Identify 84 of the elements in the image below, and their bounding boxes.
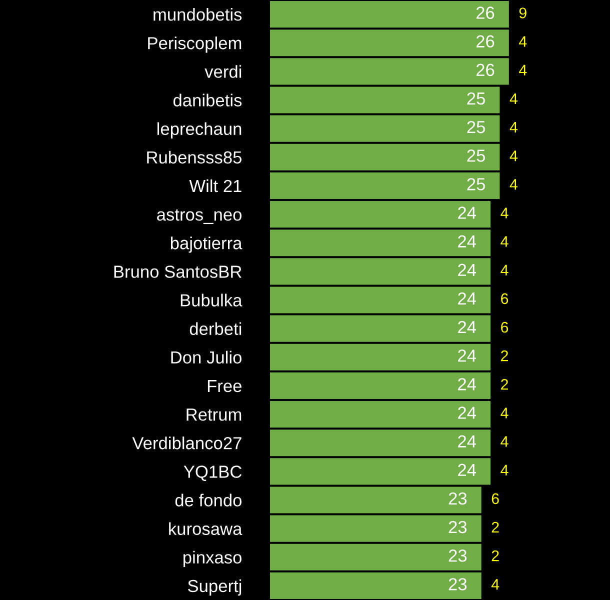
data-label: 24	[458, 292, 476, 304]
annotation: 4	[500, 236, 508, 247]
data-label: 25	[467, 178, 485, 190]
annotation: 6	[501, 322, 508, 333]
annotation: 2	[492, 550, 499, 562]
bar	[270, 486, 482, 514]
bar	[270, 315, 491, 342]
bar	[270, 515, 482, 542]
y-tick-label: verdi	[204, 65, 242, 78]
y-tick-label: Bubulka	[180, 294, 242, 306]
y-tick-label: bajotierra	[170, 236, 242, 253]
annotation: 2	[501, 350, 508, 362]
annotation: 4	[500, 208, 508, 218]
annotation: 4	[518, 36, 527, 47]
data-label: 24	[458, 378, 476, 390]
y-tick-label: de fondo	[175, 494, 242, 506]
bar	[270, 258, 491, 285]
annotation: 4	[510, 122, 518, 133]
y-tick-label: kurosawa	[169, 522, 242, 536]
y-tick-label: danibetis	[173, 94, 242, 106]
data-label: 25	[467, 92, 485, 105]
y-tick-label: YQ1BC	[184, 466, 242, 481]
bar	[270, 572, 482, 599]
annotation: 4	[500, 436, 508, 447]
bar	[270, 172, 500, 199]
data-label: 23	[448, 520, 467, 534]
y-tick-label: leprechaun	[157, 122, 242, 138]
y-tick-label: Supertj	[188, 579, 242, 596]
annotation: 4	[510, 179, 518, 190]
annotation: 4	[518, 64, 527, 76]
data-label: 26	[476, 35, 494, 48]
data-label: 23	[448, 492, 467, 505]
bar	[270, 30, 509, 56]
data-label: 26	[476, 6, 494, 19]
bar	[270, 230, 491, 256]
bar	[270, 144, 500, 170]
bar	[270, 401, 491, 428]
bar	[270, 372, 491, 399]
annotation: 2	[492, 522, 499, 533]
y-tick-label: Verdiblanco27	[132, 436, 242, 450]
data-label: 25	[467, 120, 485, 134]
bar	[270, 115, 500, 142]
y-tick-label: Retrum	[186, 408, 242, 421]
data-label: 24	[458, 235, 476, 248]
data-label: 26	[476, 64, 494, 76]
data-label: 24	[458, 264, 476, 276]
data-label: 24	[458, 350, 476, 362]
y-tick-label: astros_neo	[157, 209, 242, 224]
y-tick-label: mundobetis	[154, 8, 242, 21]
y-tick-label: Bruno SantosBR	[114, 266, 242, 278]
bar	[270, 458, 491, 485]
annotation: 9	[519, 8, 526, 18]
y-tick-label: Don Julio	[171, 350, 242, 364]
bar	[270, 344, 491, 370]
y-tick-label: Free	[208, 380, 242, 392]
data-label: 23	[448, 550, 467, 562]
data-label: 24	[458, 320, 476, 334]
data-label: 24	[458, 406, 476, 419]
y-tick-label: Periscoplem	[148, 36, 242, 53]
annotation: 4	[500, 264, 508, 276]
y-tick-label: Rubensss85	[147, 150, 242, 164]
annotation: 6	[501, 293, 508, 304]
annotation: 4	[491, 579, 500, 590]
bar	[270, 1, 509, 28]
y-tick-label: pinxaso	[184, 550, 242, 568]
data-label: 23	[448, 578, 467, 590]
bar	[270, 201, 491, 228]
annotation: 2	[501, 378, 508, 390]
data-label: 24	[458, 464, 476, 476]
data-label: 25	[467, 150, 485, 162]
bar	[270, 86, 500, 114]
data-label: 24	[458, 435, 476, 448]
bar	[270, 286, 491, 314]
annotation: 4	[510, 150, 518, 162]
annotation: 4	[500, 408, 508, 418]
y-tick-label: derbeti	[190, 322, 242, 336]
y-tick-label: Wilt 21	[189, 179, 242, 192]
data-label: 24	[458, 206, 476, 219]
bar	[270, 430, 491, 456]
annotation: 6	[492, 493, 499, 504]
annotation: 4	[500, 464, 508, 476]
bar	[270, 544, 482, 570]
annotation: 4	[510, 93, 518, 104]
bar	[270, 58, 509, 85]
